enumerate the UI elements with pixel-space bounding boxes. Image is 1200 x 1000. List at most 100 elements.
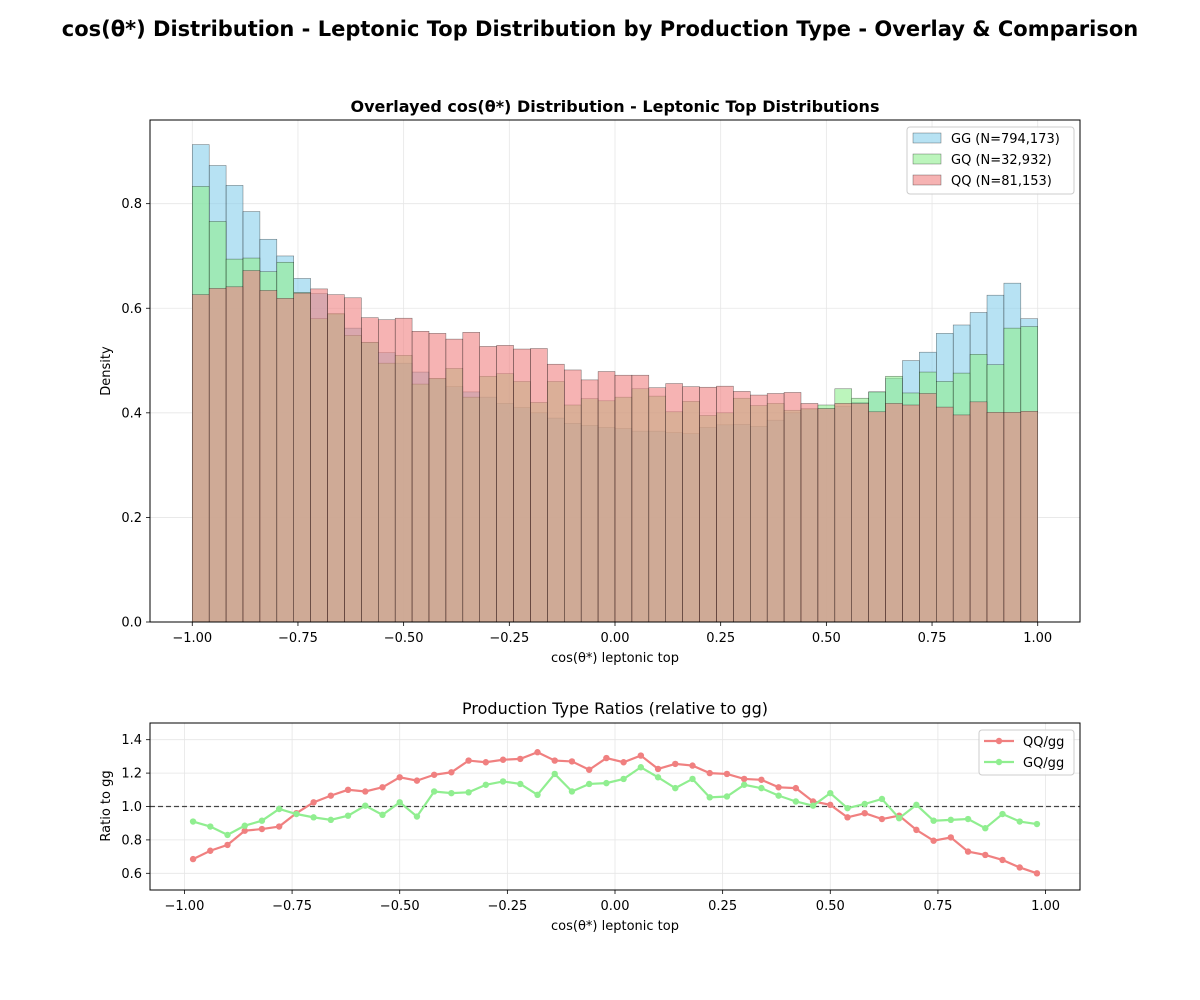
ratio-point — [964, 815, 972, 823]
ratio-point — [1016, 818, 1023, 825]
ratio-point — [362, 788, 369, 795]
histogram-bar — [733, 391, 751, 623]
histogram-bar — [1003, 412, 1022, 623]
histogram-bar — [513, 348, 531, 623]
ratio-legend-label: GQ/gg — [1023, 756, 1064, 771]
ratio-point — [913, 826, 920, 834]
histogram-bar — [783, 392, 802, 623]
ratio-point — [534, 749, 541, 756]
ratio-x-tick-label: 0.00 — [601, 899, 630, 914]
histogram-legend-label: GG (N=794,173) — [951, 132, 1060, 147]
ratio-x-tick-label: 0.50 — [816, 899, 845, 914]
histogram-y-tick-label: 0.2 — [121, 511, 142, 526]
histogram-bar — [530, 348, 548, 623]
histogram-bar — [834, 403, 852, 623]
ratio-point — [792, 784, 800, 792]
histogram-bar — [952, 414, 971, 623]
ratio-point — [775, 784, 782, 791]
ratio-point — [603, 779, 610, 787]
histogram-legend-label: QQ (N=81,153) — [951, 174, 1052, 189]
ratio-point — [930, 837, 937, 844]
ratio-point — [517, 755, 524, 763]
ratio-point — [844, 814, 851, 821]
ratio-point — [396, 774, 403, 781]
ratio-x-tick-label: −0.75 — [272, 899, 312, 914]
histogram-legend-label: GQ (N=32,932) — [951, 153, 1052, 168]
histogram-bar — [259, 290, 278, 623]
histogram-xlabel: cos(θ*) leptonic top — [551, 651, 679, 666]
figure-suptitle: cos(θ*) Distribution - Leptonic Top Dist… — [62, 17, 1138, 41]
histogram-bar — [936, 406, 954, 623]
ratio-point — [947, 816, 955, 824]
histogram-bar — [766, 393, 785, 623]
histogram-bar — [750, 394, 768, 623]
ratio-y-ticks: 0.6 0.8 1.0 1.2 1.4 — [121, 733, 150, 882]
ratio-point — [258, 817, 266, 824]
histogram-bar — [614, 374, 633, 623]
ratio-point — [861, 809, 868, 817]
ratio-y-tick-label: 0.8 — [121, 833, 142, 848]
histogram-title: Overlayed cos(θ*) Distribution - Leptoni… — [351, 97, 880, 116]
histogram-bar — [276, 298, 294, 623]
histogram-bar — [580, 379, 599, 623]
ratio-point — [413, 813, 421, 820]
histogram-bar — [428, 333, 447, 623]
ratio-point — [1016, 864, 1023, 871]
histogram-bar — [547, 363, 565, 623]
ratio-point — [344, 786, 352, 793]
histogram-bar — [445, 338, 464, 623]
histogram-bar — [986, 412, 1005, 623]
ratio-point — [207, 823, 214, 830]
histogram-x-tick-label: −0.75 — [278, 631, 318, 646]
ratio-point — [189, 855, 197, 863]
ratio-point — [620, 759, 627, 766]
histogram-y-tick-label: 0.4 — [121, 406, 142, 421]
ratio-point — [654, 774, 662, 781]
ratio-point — [551, 770, 558, 778]
histogram-bar — [716, 385, 734, 623]
ratio-point — [689, 762, 696, 769]
ratio-point — [344, 812, 352, 819]
ratio-point — [654, 765, 662, 773]
ratio-point — [861, 800, 868, 808]
histogram-bar — [682, 386, 700, 623]
histogram-x-tick-label: 1.00 — [1023, 631, 1052, 646]
ratio-point — [758, 784, 765, 792]
histogram-bar — [225, 286, 244, 623]
histogram-bar — [327, 294, 345, 623]
histogram-legend-swatch — [912, 174, 942, 186]
ratio-x-ticks: −1.00 −0.75 −0.50 −0.25 0.00 0.25 0.50 0.75 1.00 — [165, 890, 1060, 914]
ratio-ylabel: Ratio to gg — [99, 770, 114, 841]
ratio-point — [430, 771, 438, 778]
ratio-point — [672, 784, 679, 792]
histogram-y-tick-label: 0.8 — [121, 197, 142, 212]
ratio-legend-marker — [995, 737, 1003, 745]
ratio-title: Production Type Ratios (relative to gg) — [462, 699, 768, 718]
ratio-point — [723, 770, 731, 778]
histogram-bar — [1020, 411, 1038, 623]
ratio-point — [448, 789, 455, 797]
ratio-point — [982, 825, 989, 832]
ratio-point — [396, 799, 403, 806]
ratio-point — [310, 799, 317, 806]
ratio-point — [258, 825, 266, 833]
ratio-point — [999, 810, 1006, 818]
histogram-bar — [919, 393, 937, 623]
histogram-bar — [868, 411, 886, 623]
ratio-x-tick-label: 0.25 — [708, 899, 737, 914]
histogram-x-tick-label: 0.50 — [812, 631, 841, 646]
histogram-bar — [242, 270, 261, 623]
histogram-ylabel: Density — [99, 346, 114, 396]
ratio-x-tick-label: −0.25 — [487, 899, 527, 914]
ratio-point — [809, 802, 817, 809]
ratio-point — [327, 816, 335, 824]
ratio-point — [964, 848, 972, 855]
ratio-point — [706, 794, 713, 801]
histogram-bar — [411, 331, 430, 623]
ratio-point — [379, 784, 386, 791]
histogram-chart: Overlayed cos(θ*) Distribution - Leptoni… — [99, 97, 1081, 666]
ratio-point — [999, 856, 1006, 864]
ratio-x-tick-label: 0.75 — [923, 899, 952, 914]
ratio-point — [637, 752, 645, 759]
histogram-bar — [851, 403, 869, 623]
